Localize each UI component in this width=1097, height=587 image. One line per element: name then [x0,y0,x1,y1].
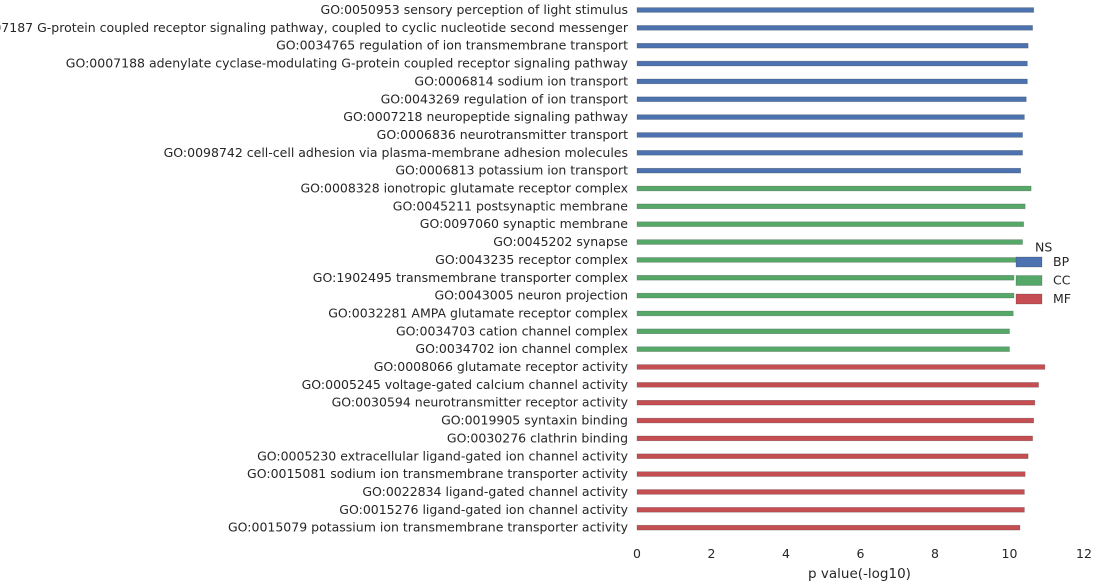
bar [636,60,1028,67]
x-tick-label: 10 [1002,546,1018,561]
category-label: GO:0006814 sodium ion transport [414,73,628,88]
legend-swatch [1015,293,1043,305]
legend-label: BP [1053,254,1070,269]
bar [636,328,1010,334]
category-label: GO:1902495 transmembrane transporter com… [313,270,628,285]
legend-label: MF [1053,291,1071,306]
category-label: GO:0015079 potassium ion transmembrane t… [228,520,629,535]
bar [636,42,1029,49]
bar [636,239,1023,245]
category-label: GO:0043269 regulation of ion transport [381,91,629,106]
bar [636,310,1014,317]
category-label: GO:0007218 neuropeptide signaling pathwa… [343,109,628,124]
x-tick-label: 4 [782,546,790,561]
category-label: GO:0030276 clathrin binding [447,430,628,445]
bar [636,507,1025,513]
category-label: GO:0098742 cell-cell adhesion via plasma… [164,145,628,160]
bar [636,185,1032,192]
bar [636,435,1033,442]
category-label: GO:0034765 regulation of ion transmembra… [276,38,628,53]
bar [636,167,1021,174]
x-tick-label: 2 [708,546,716,561]
bar [636,489,1025,495]
category-label: GO:0034703 cation channel complex [396,323,628,338]
category-label: GO:0019905 syntaxin binding [441,413,628,428]
bar [636,150,1023,156]
bar [636,221,1024,227]
bars-layer [636,7,1046,531]
bar [636,524,1021,531]
legend-swatch [1015,275,1043,286]
category-label: GO:0043235 receptor complex [435,252,628,267]
x-axis-label: p value(-log10) [808,566,911,582]
category-label: GO:0015081 sodium ion transmembrane tran… [247,466,629,481]
category-label: GO:0007188 adenylate cyclase-modulating … [66,56,629,71]
bar [636,382,1039,388]
x-tick-label: 8 [931,546,939,561]
bar [636,96,1027,102]
category-label: GO:0005245 voltage-gated calcium channel… [302,377,629,392]
bar [636,453,1029,459]
bar [636,203,1026,210]
bar [636,275,1015,281]
category-label: GO:0043005 neuron projection [434,288,628,303]
bar [636,114,1025,120]
x-tick-label: 0 [633,546,641,561]
bar [636,132,1023,138]
bar [636,257,1020,263]
bar [636,417,1035,424]
category-label: GO:0034702 ion channel complex [415,341,628,356]
bar [636,364,1046,370]
category-label: GO:0045211 postsynaptic membrane [393,198,629,213]
bar [636,25,1033,31]
bar [636,346,1010,352]
category-label: GO:0032281 AMPA glutamate receptor compl… [328,305,628,320]
category-label: GO:0005230 extracellular ligand-gated io… [257,448,629,463]
category-labels: GO:0050953 sensory perception of light s… [0,2,629,535]
category-label: GO:0015276 ligand-gated ion channel acti… [339,502,628,517]
legend-title: NS [1035,240,1052,255]
x-axis-ticks: 0 2 4 6 8 10 12 [633,546,1092,561]
legend: NS BP CC MF [1015,240,1071,306]
category-label: GO:0006813 potassium ion transport [395,163,628,178]
x-tick-label: 6 [857,546,865,561]
bar [636,292,1015,299]
category-label: GO:0097060 synaptic membrane [420,216,629,231]
bar [636,471,1026,477]
category-label: GO:0008066 glutamate receptor activity [374,359,629,374]
bar [636,399,1036,406]
category-label: GO:0045202 synapse [493,234,628,249]
category-label: GO:0050953 sensory perception of light s… [321,2,628,17]
bar [636,78,1028,85]
category-label: GO:0030594 neurotransmitter receptor act… [332,395,629,410]
x-tick-label: 12 [1076,546,1092,561]
legend-label: CC [1053,273,1071,288]
category-label: GO:0006836 neurotransmitter transport [377,127,628,142]
category-label: GO:0022834 ligand-gated channel activity [362,484,628,499]
category-label: GO:0007187 G-protein coupled receptor si… [0,20,629,35]
bar [636,7,1035,13]
category-label: GO:0008328 ionotropic glutamate receptor… [301,181,629,196]
legend-swatch [1015,256,1043,268]
